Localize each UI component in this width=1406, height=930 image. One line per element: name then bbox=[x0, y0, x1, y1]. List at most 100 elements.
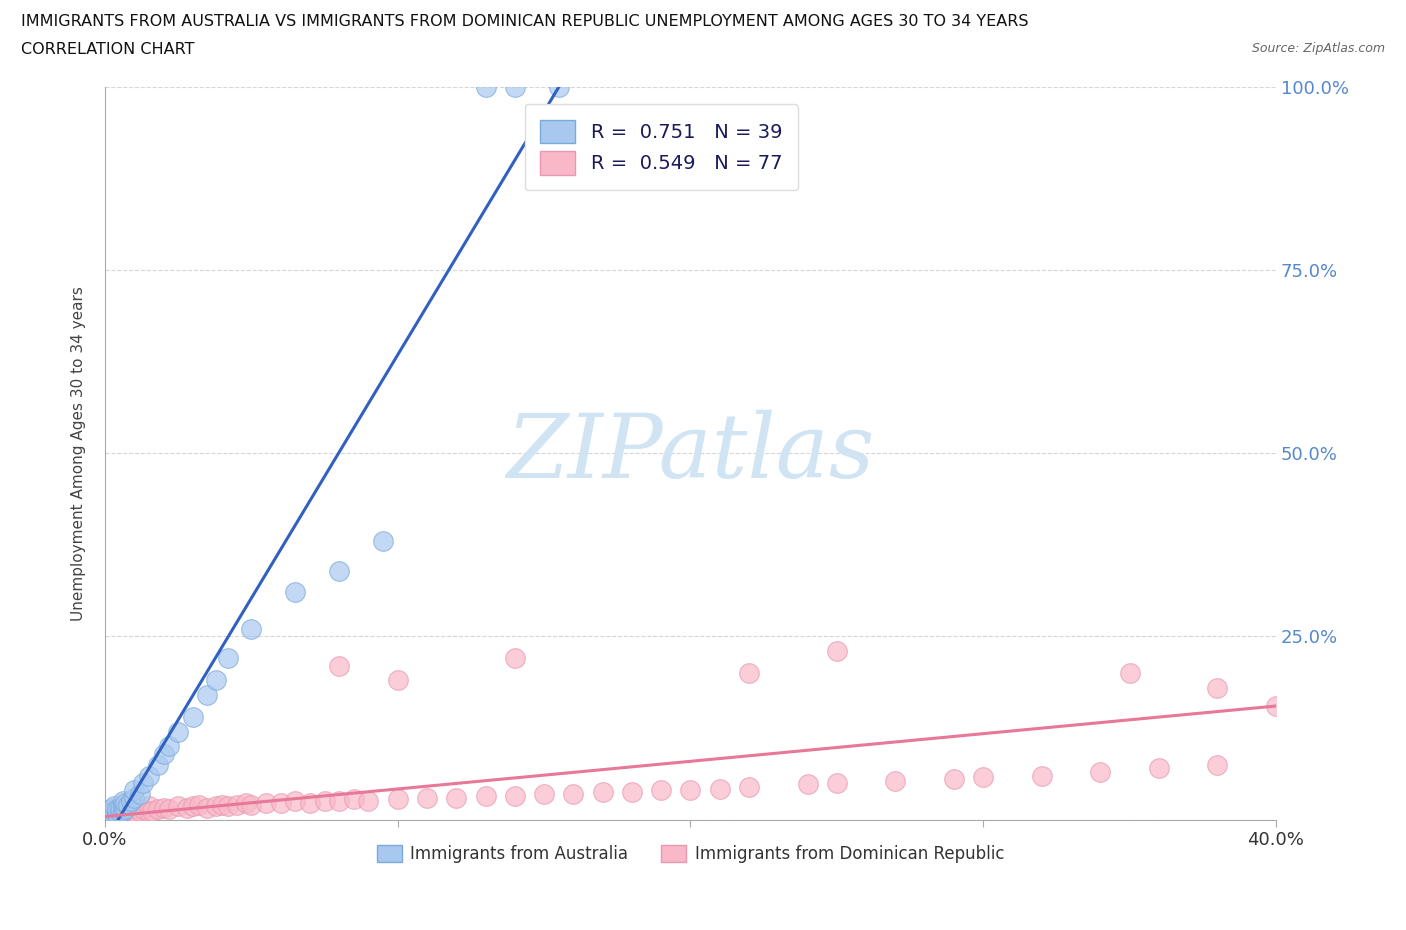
Point bbox=[211, 797, 233, 812]
Point bbox=[105, 804, 128, 819]
Point bbox=[108, 804, 131, 819]
Point bbox=[157, 738, 180, 753]
Point bbox=[181, 710, 204, 724]
Point bbox=[108, 803, 131, 817]
Point bbox=[1090, 764, 1112, 779]
Point bbox=[197, 687, 219, 702]
Point bbox=[738, 666, 761, 681]
Point bbox=[157, 801, 180, 816]
Point bbox=[105, 806, 128, 821]
Point bbox=[270, 796, 292, 811]
Point bbox=[132, 776, 155, 790]
Point bbox=[343, 791, 366, 806]
Point bbox=[111, 799, 134, 814]
Point bbox=[122, 783, 145, 798]
Point bbox=[387, 673, 409, 688]
Point bbox=[562, 787, 585, 802]
Point bbox=[122, 790, 145, 805]
Point bbox=[122, 801, 145, 816]
Point bbox=[152, 801, 174, 816]
Point bbox=[111, 808, 134, 823]
Point bbox=[103, 804, 125, 818]
Point bbox=[884, 774, 907, 789]
Point bbox=[328, 658, 350, 673]
Text: Source: ZipAtlas.com: Source: ZipAtlas.com bbox=[1251, 42, 1385, 55]
Point bbox=[103, 808, 125, 823]
Point bbox=[100, 808, 122, 823]
Y-axis label: Unemployment Among Ages 30 to 34 years: Unemployment Among Ages 30 to 34 years bbox=[72, 286, 86, 620]
Point bbox=[138, 768, 160, 783]
Point bbox=[129, 804, 152, 818]
Point bbox=[152, 746, 174, 761]
Point bbox=[1265, 698, 1288, 713]
Point bbox=[97, 809, 120, 824]
Point bbox=[114, 796, 136, 811]
Point bbox=[503, 80, 526, 95]
Point bbox=[117, 797, 139, 812]
Point bbox=[97, 804, 120, 819]
Point bbox=[103, 799, 125, 814]
Point bbox=[205, 673, 228, 688]
Point bbox=[108, 807, 131, 822]
Point bbox=[197, 801, 219, 816]
Point bbox=[1031, 768, 1053, 783]
Point bbox=[167, 799, 190, 814]
Point bbox=[533, 787, 555, 802]
Point bbox=[474, 789, 496, 804]
Point bbox=[114, 801, 136, 816]
Point bbox=[217, 651, 239, 666]
Point bbox=[825, 644, 848, 658]
Point bbox=[167, 724, 190, 739]
Point bbox=[187, 797, 209, 812]
Point bbox=[100, 806, 122, 821]
Point bbox=[100, 804, 122, 819]
Point bbox=[176, 801, 198, 816]
Point bbox=[416, 790, 439, 805]
Point bbox=[217, 799, 239, 814]
Point bbox=[127, 806, 149, 821]
Point bbox=[446, 790, 468, 805]
Point bbox=[284, 585, 307, 600]
Point bbox=[1206, 680, 1229, 695]
Point bbox=[111, 804, 134, 818]
Point bbox=[138, 804, 160, 819]
Point bbox=[503, 651, 526, 666]
Point bbox=[122, 804, 145, 819]
Point bbox=[474, 80, 496, 95]
Point bbox=[284, 794, 307, 809]
Point bbox=[314, 794, 336, 809]
Point bbox=[298, 796, 321, 811]
Point bbox=[146, 802, 169, 817]
Point bbox=[105, 808, 128, 823]
Point bbox=[357, 794, 380, 809]
Point bbox=[371, 534, 394, 549]
Point bbox=[103, 808, 125, 823]
Point bbox=[1118, 666, 1140, 681]
Point bbox=[650, 783, 672, 798]
Point bbox=[105, 802, 128, 817]
Point bbox=[592, 784, 614, 799]
Point bbox=[328, 794, 350, 809]
Text: ZIPatlas: ZIPatlas bbox=[506, 410, 875, 497]
Point bbox=[97, 806, 120, 821]
Point bbox=[235, 796, 257, 811]
Point bbox=[547, 80, 569, 95]
Point bbox=[146, 757, 169, 772]
Point bbox=[709, 781, 731, 796]
Point bbox=[100, 809, 122, 824]
Point bbox=[1206, 757, 1229, 772]
Point bbox=[114, 806, 136, 821]
Point bbox=[138, 799, 160, 814]
Point bbox=[825, 776, 848, 790]
Point bbox=[117, 807, 139, 822]
Point bbox=[100, 801, 122, 816]
Point bbox=[796, 777, 818, 791]
Point bbox=[132, 801, 155, 816]
Point bbox=[620, 784, 643, 799]
Point bbox=[111, 804, 134, 818]
Text: CORRELATION CHART: CORRELATION CHART bbox=[21, 42, 194, 57]
Point bbox=[942, 772, 965, 787]
Point bbox=[129, 787, 152, 802]
Point bbox=[108, 801, 131, 816]
Point bbox=[254, 796, 277, 811]
